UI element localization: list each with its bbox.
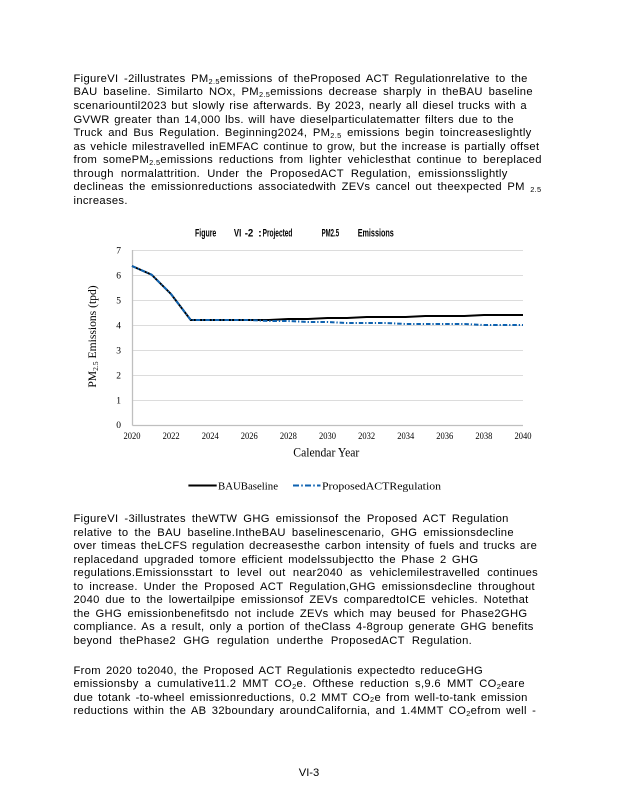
svg-text:Figure: Figure (195, 227, 216, 239)
svg-text:0: 0 (116, 421, 121, 431)
svg-text:4: 4 (116, 322, 121, 332)
svg-text:ProposedACTRegulation: ProposedACTRegulation (322, 481, 442, 493)
svg-text:2036: 2036 (436, 432, 453, 442)
svg-text:2026: 2026 (241, 432, 258, 442)
svg-text:2038: 2038 (475, 432, 492, 442)
svg-text:PM2.5: PM2.5 (322, 227, 340, 239)
svg-text:1: 1 (116, 396, 121, 406)
svg-text:2040: 2040 (515, 432, 532, 442)
svg-text:2022: 2022 (163, 432, 180, 442)
svg-text:-2: -2 (245, 227, 254, 239)
svg-text:PM2.5 Emissions (tpd): PM2.5 Emissions (tpd) (86, 285, 100, 387)
svg-text::: : (258, 227, 262, 239)
svg-text:2020: 2020 (124, 432, 141, 442)
svg-text:BAUBaseline: BAUBaseline (218, 481, 278, 493)
svg-text:2: 2 (116, 371, 121, 381)
svg-text:7: 7 (116, 247, 121, 257)
svg-text:VI: VI (234, 227, 241, 239)
svg-text:Emissions: Emissions (358, 227, 394, 239)
svg-text:2032: 2032 (358, 432, 375, 442)
svg-text:6: 6 (116, 272, 121, 282)
svg-text:2030: 2030 (319, 432, 336, 442)
svg-text:3: 3 (116, 346, 121, 356)
svg-text:2028: 2028 (280, 432, 297, 442)
svg-text:5: 5 (116, 297, 121, 307)
svg-text:2024: 2024 (202, 432, 219, 442)
svg-text:Calendar Year: Calendar Year (293, 445, 360, 459)
svg-text:Projected: Projected (263, 227, 293, 239)
svg-text:2034: 2034 (397, 432, 414, 442)
